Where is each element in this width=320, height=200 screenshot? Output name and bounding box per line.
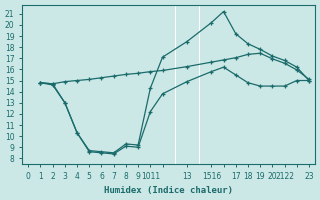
X-axis label: Humidex (Indice chaleur): Humidex (Indice chaleur) xyxy=(104,186,233,195)
